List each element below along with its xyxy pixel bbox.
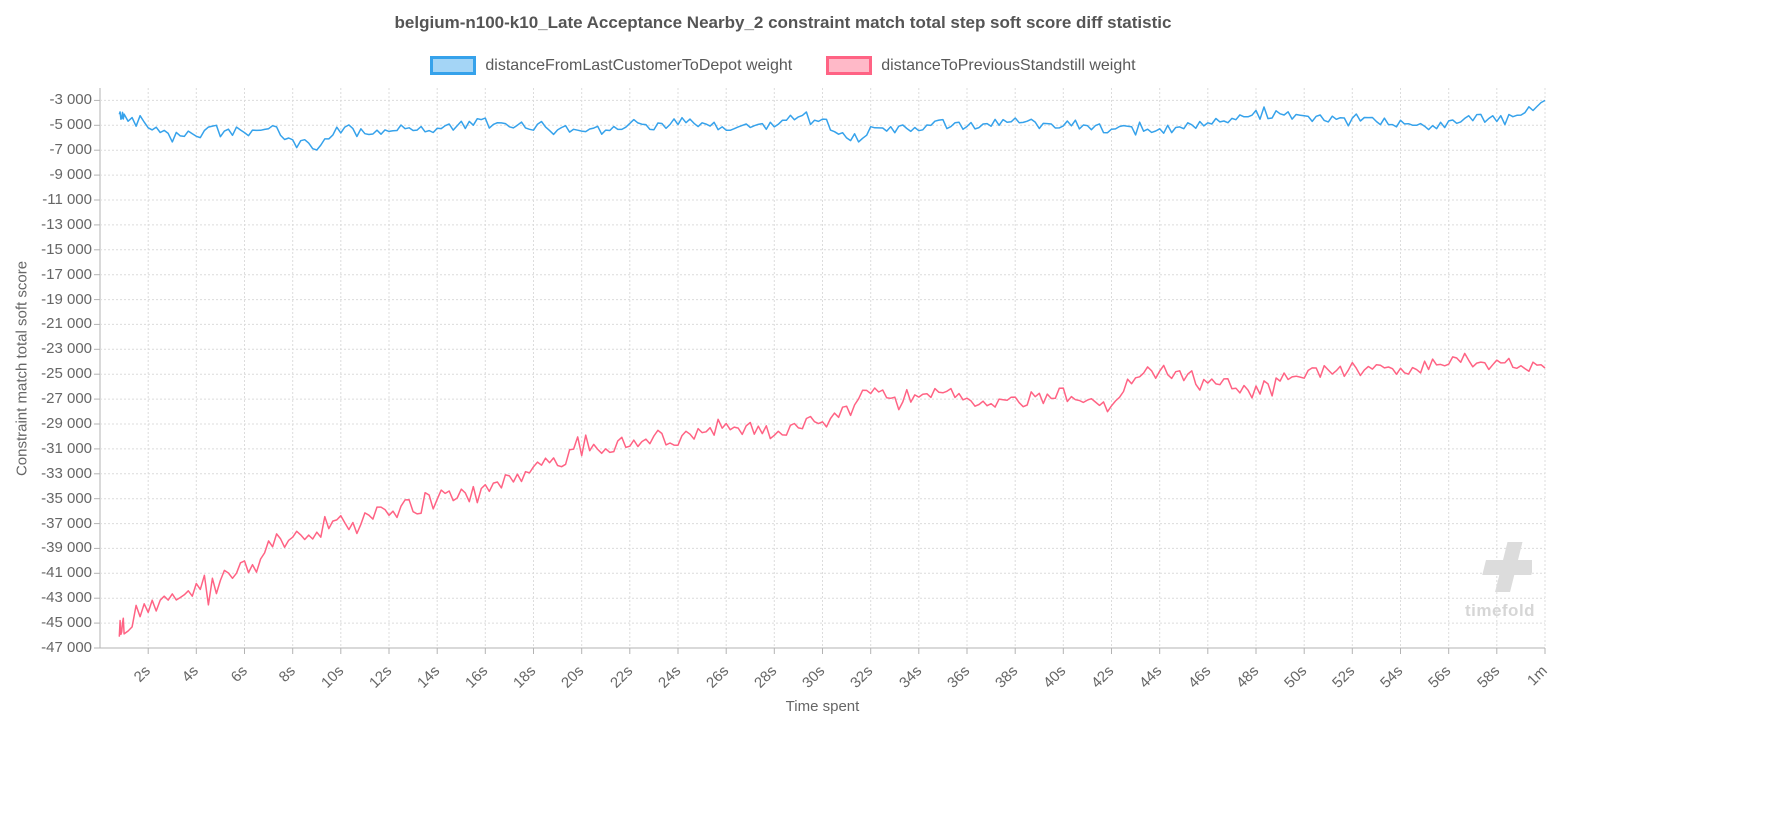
x-tick-label: 46s xyxy=(1184,662,1214,692)
series-line-0[interactable] xyxy=(118,99,1546,151)
y-tick-label: -33 000 xyxy=(41,464,92,482)
x-tick-label: 34s xyxy=(895,662,925,692)
x-tick-label: 28s xyxy=(751,662,781,692)
x-tick-label: 10s xyxy=(317,662,347,692)
x-tick-label: 48s xyxy=(1232,662,1263,692)
x-tick-label: 56s xyxy=(1425,662,1455,692)
x-tick-label: 12s xyxy=(365,662,396,692)
x-axis-title: Time spent xyxy=(785,698,860,715)
y-tick-label: -11 000 xyxy=(42,191,92,208)
x-tick-label: 40s xyxy=(1040,662,1070,692)
watermark-text: timefold xyxy=(1464,601,1536,620)
x-tick-label: 24s xyxy=(654,662,685,692)
x-tick-label: 42s xyxy=(1088,662,1118,692)
x-tick-label: 38s xyxy=(992,662,1022,692)
y-tick-label: -27 000 xyxy=(41,390,92,408)
y-tick-labels: -3 000 -5 000 -7 000 -9 000 -11 000 -13 000 -1… xyxy=(0,88,92,656)
y-tick-label: -7 000 xyxy=(49,141,92,159)
x-tick-label: 1m xyxy=(1524,662,1552,690)
x-tick-label: 18s xyxy=(510,662,540,692)
y-tick-label: -19 000 xyxy=(41,290,92,308)
x-tick-label: 54s xyxy=(1377,662,1407,692)
x-tick-label: 20s xyxy=(558,662,588,692)
plot-area[interactable] xyxy=(94,88,1546,654)
y-tick-label: -23 000 xyxy=(41,340,92,358)
legend-swatch-pink xyxy=(826,56,873,75)
x-tick-label: 8s xyxy=(275,662,299,686)
x-tick-label: 2s xyxy=(130,662,155,686)
y-tick-label: -15 000 xyxy=(41,240,92,258)
y-tick-label: -47 000 xyxy=(41,639,92,656)
x-tick-label: 6s xyxy=(227,662,251,686)
y-tick-label: -5 000 xyxy=(49,116,92,134)
y-tick-label: -35 000 xyxy=(41,489,92,507)
x-tick-label: 26s xyxy=(703,662,733,692)
x-tick-label: 16s xyxy=(462,662,492,692)
watermark: timefold xyxy=(1452,540,1548,621)
y-tick-label: -9 000 xyxy=(49,166,92,184)
x-tick-label: 4s xyxy=(179,662,203,686)
y-tick-label: -45 000 xyxy=(41,614,92,632)
x-tick-label: 44s xyxy=(1136,662,1166,692)
y-tick-label: -39 000 xyxy=(41,539,92,557)
y-tick-label: -13 000 xyxy=(41,215,92,233)
y-tick-label: -31 000 xyxy=(41,439,92,457)
x-tick-label: 52s xyxy=(1329,662,1359,692)
legend-label: distanceFromLastCustomerToDepot weight xyxy=(485,56,793,74)
x-tick-label: 36s xyxy=(943,662,974,692)
series-line-1[interactable] xyxy=(118,352,1546,637)
x-tick-labels: 2s 4s 6s 8s 10s 12s 14s 16s 18s 20s 22s 24s 26s 28s 30… xyxy=(100,648,1551,702)
x-tick-label: 22s xyxy=(606,662,636,692)
y-tick-label: -43 000 xyxy=(41,589,92,607)
chart-canvas[interactable]: belgium-n100-k10_Late Acceptance Nearby_… xyxy=(0,0,1566,832)
y-tick-label: -17 000 xyxy=(41,265,92,283)
legend-item-distance-to-previous-standstill[interactable]: distanceToPreviousStandstill weight xyxy=(826,56,1136,75)
legend-label: distanceToPreviousStandstill weight xyxy=(881,56,1136,74)
legend-swatch-blue xyxy=(430,56,477,75)
x-tick-label: 30s xyxy=(799,662,829,692)
y-tick-label: -29 000 xyxy=(41,415,92,432)
y-tick-label: -21 000 xyxy=(41,315,92,333)
chart-title: belgium-n100-k10_Late Acceptance Nearby_… xyxy=(394,13,1172,32)
y-tick-label: -25 000 xyxy=(41,365,92,383)
x-tick-label: 58s xyxy=(1473,662,1503,692)
y-tick-label: -41 000 xyxy=(41,564,92,582)
timefold-logo-icon xyxy=(1482,542,1536,592)
y-tick-label: -3 000 xyxy=(49,91,92,109)
x-tick-label: 32s xyxy=(847,662,877,692)
x-tick-label: 14s xyxy=(414,662,444,692)
y-tick-label: -37 000 xyxy=(41,514,92,532)
chart-legend: distanceFromLastCustomerToDepot weight d… xyxy=(0,56,1566,75)
legend-item-distance-from-last-customer[interactable]: distanceFromLastCustomerToDepot weight xyxy=(430,56,792,75)
x-tick-label: 50s xyxy=(1281,662,1311,692)
